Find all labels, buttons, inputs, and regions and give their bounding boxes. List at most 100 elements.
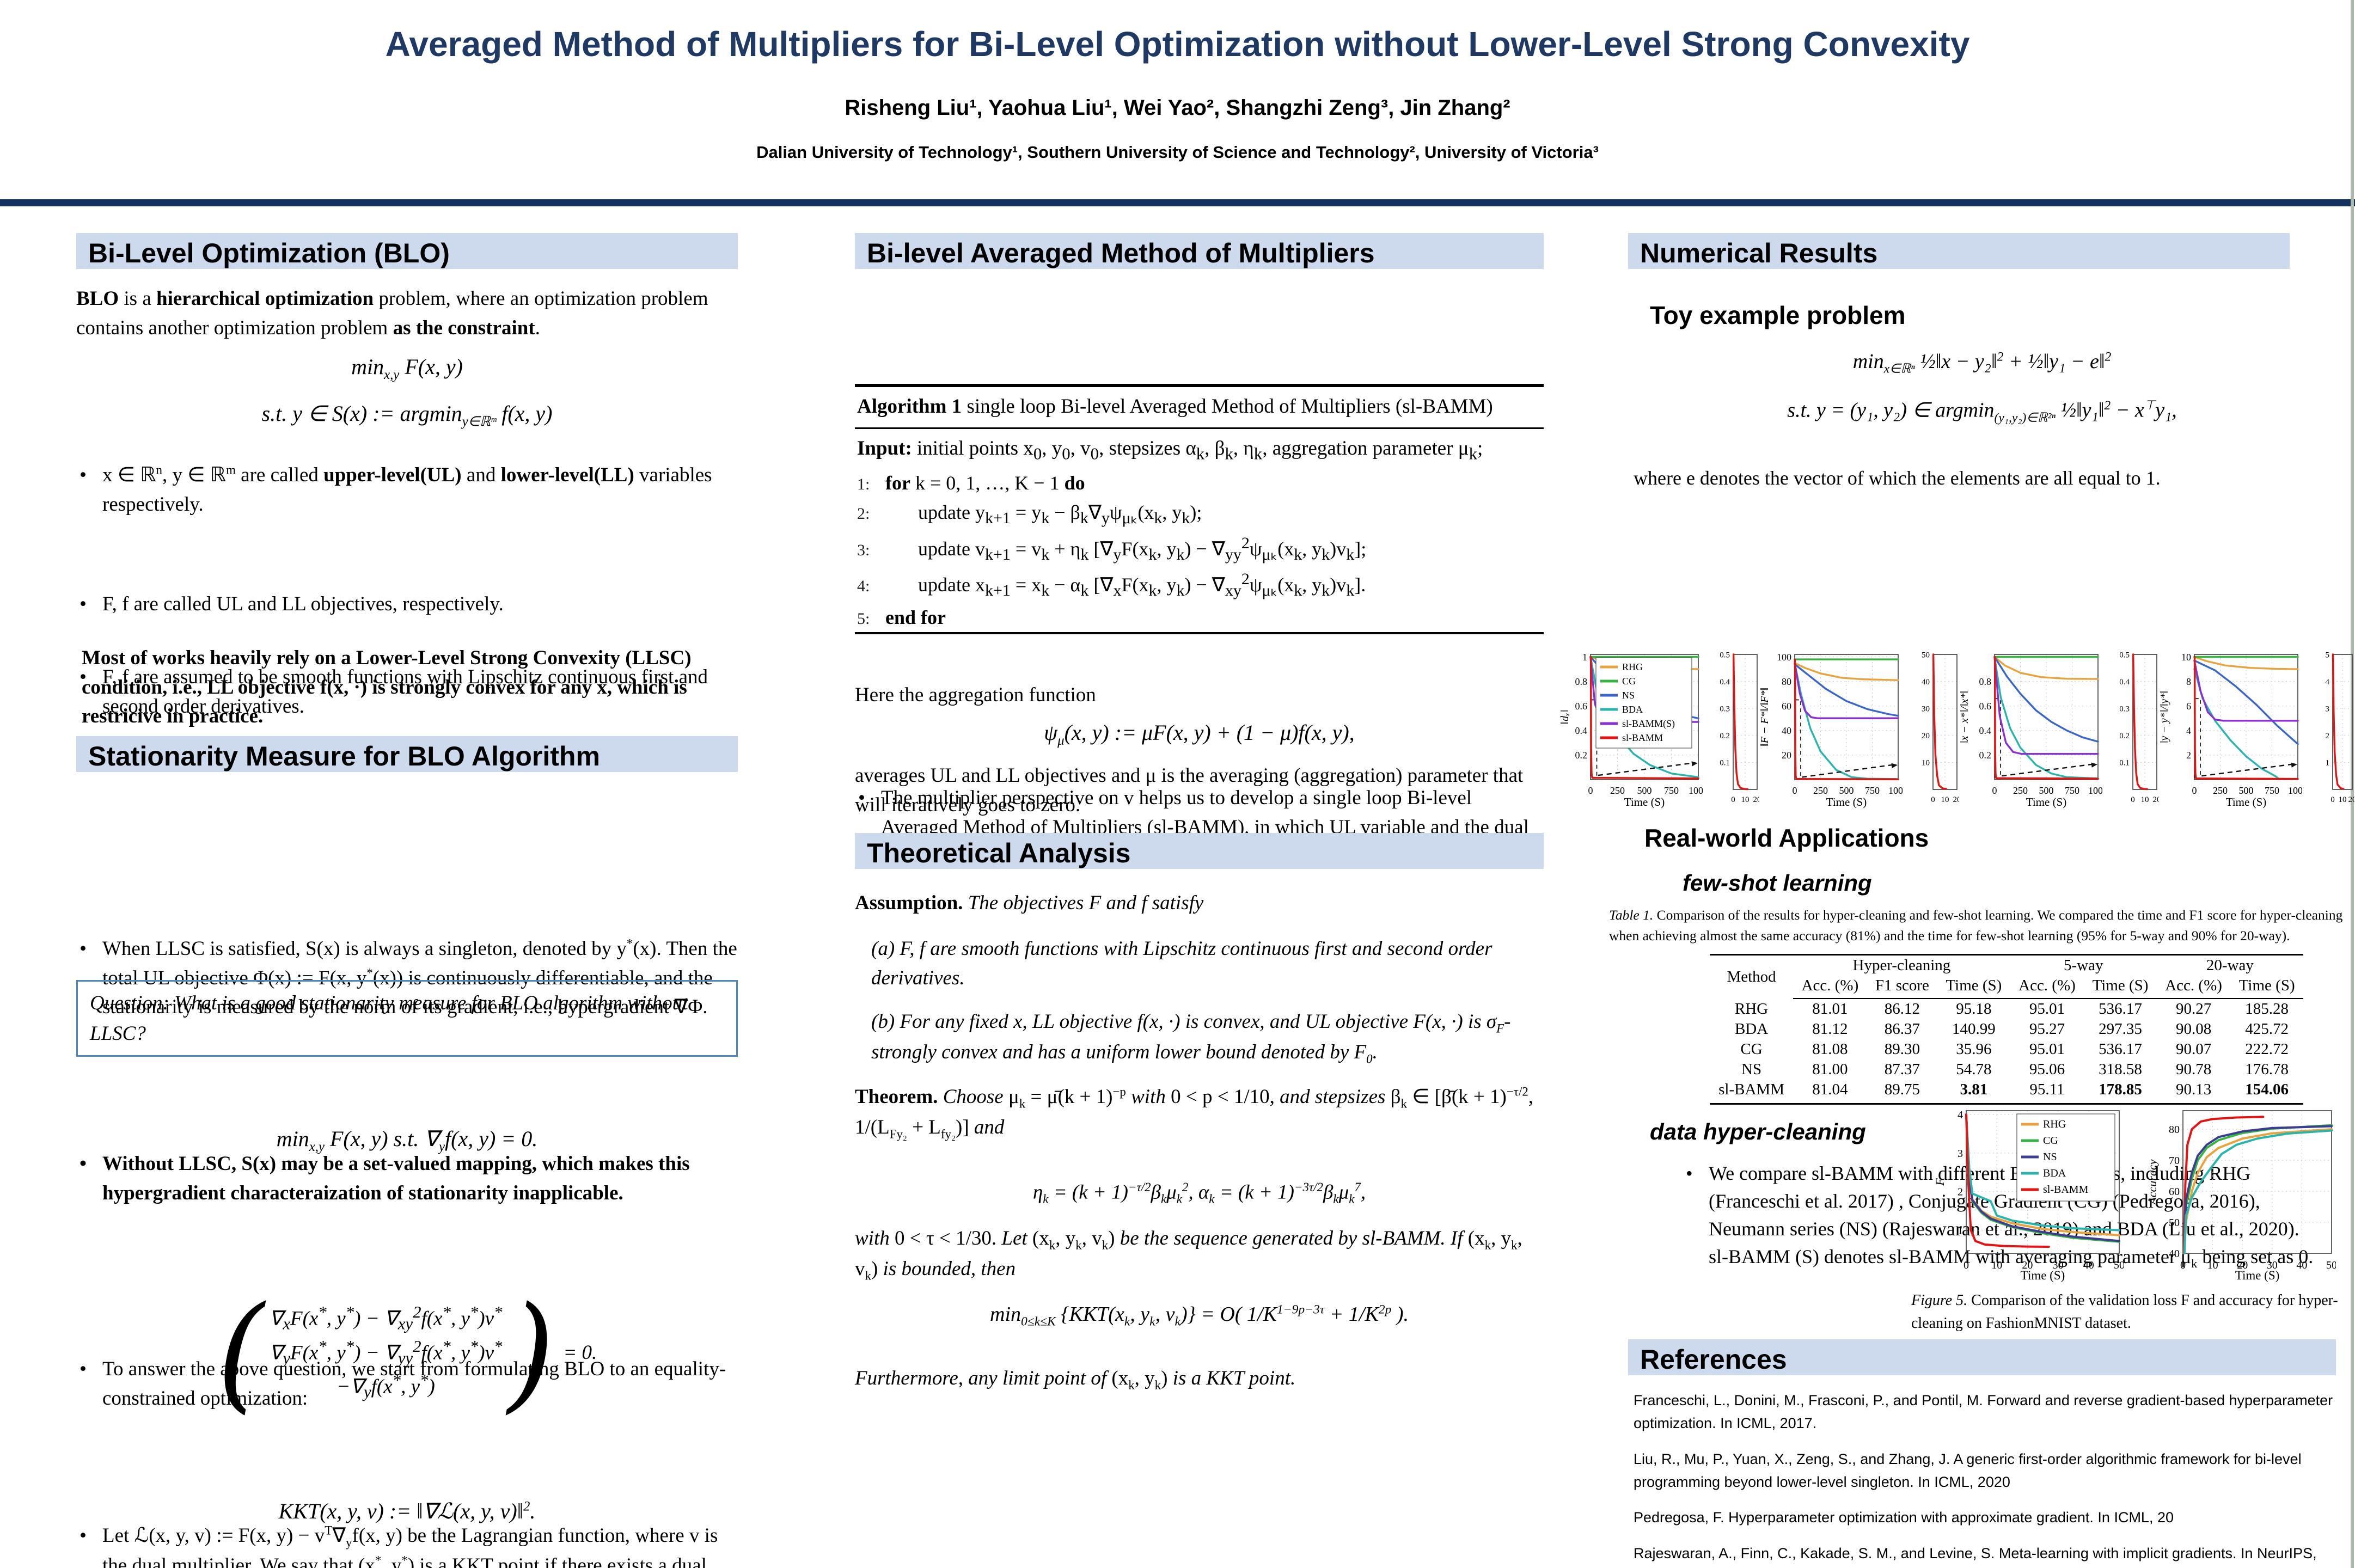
svg-text:0: 0 xyxy=(1963,1259,1969,1271)
svg-text:‖x − x*‖/‖x*‖: ‖x − x*‖/‖x*‖ xyxy=(1960,690,1971,744)
svg-text:0.4: 0.4 xyxy=(1575,725,1588,736)
section-heading-stationarity: Stationarity Measure for BLO Algorithm xyxy=(76,736,738,772)
table-cell: 54.78 xyxy=(1956,1061,1992,1078)
toy-compare-bullet: We compare sl-BAMM with different BLO me… xyxy=(1683,1160,2320,1272)
toy-plot-dx-inset: 0 10 20 0.1 0.2 0.3 0.4 0.5 xyxy=(1709,649,1761,811)
svg-text:70: 70 xyxy=(2169,1155,2180,1167)
table-cell: 178.85 xyxy=(2084,1080,2157,1105)
svg-text:0: 0 xyxy=(1931,795,1935,804)
svg-text:4: 4 xyxy=(2326,678,2330,687)
reference-item: Rajeswaran, A., Finn, C., Kakade, S. M.,… xyxy=(1634,1545,2317,1562)
algorithm-line: 3: update vk+1 = vk + ηk [∇yF(xk, yk) − ∇… xyxy=(857,534,1367,564)
table-subheader: Acc. (%) xyxy=(2010,976,2084,999)
stationarity-bullet-formulate: To answer the above question, we start f… xyxy=(76,1355,738,1413)
results-table: Method Hyper-cleaning 5-way 20-way Acc. (%) F… xyxy=(1710,954,2303,1105)
svg-text:0.5: 0.5 xyxy=(1720,651,1730,659)
svg-text:250: 250 xyxy=(1813,785,1828,796)
svg-text:Time (S): Time (S) xyxy=(2226,795,2267,808)
poster-title: Averaged Method of Multipliers for Bi-Le… xyxy=(385,24,1970,64)
svg-text:50: 50 xyxy=(2114,1259,2124,1271)
svg-text:20: 20 xyxy=(1782,750,1791,761)
table-group: 20-way xyxy=(2156,954,2303,976)
svg-text:CG: CG xyxy=(1622,676,1636,687)
table-cell: 81.08 xyxy=(1812,1040,1848,1058)
svg-text:750: 750 xyxy=(2065,785,2079,796)
svg-text:50: 50 xyxy=(2326,1259,2336,1271)
svg-text:NS: NS xyxy=(1622,690,1635,701)
equality-constrained-math: minx,y F(x, y) s.t. ∇yf(x, y) = 0. xyxy=(276,1126,538,1154)
table-cell: 95.01 xyxy=(2029,1040,2065,1058)
svg-text:‖F − F*‖/‖F*‖: ‖F − F*‖/‖F*‖ xyxy=(1760,688,1771,746)
svg-text:100: 100 xyxy=(1777,652,1791,663)
algorithm-input: Input: initial points x0, y0, v0, stepsi… xyxy=(857,437,1483,463)
table-col-method: Method xyxy=(1710,954,1794,999)
blo-math-st: s.t. y ∈ S(x) := argminy∈ℝᵐ f(x, y) xyxy=(261,401,553,429)
kkt-residual-math: KKT(x, y, v) := ‖∇ℒ(x, y, v)‖2. xyxy=(278,1499,536,1523)
svg-text:750: 750 xyxy=(2265,785,2279,796)
table-cell: 87.37 xyxy=(1884,1061,1920,1078)
svg-text:30: 30 xyxy=(2267,1259,2278,1271)
table-cell: 154.06 xyxy=(2230,1080,2303,1105)
svg-text:sl-BAMM: sl-BAMM xyxy=(2043,1184,2089,1196)
svg-text:sl-BAMM(S): sl-BAMM(S) xyxy=(1622,718,1675,730)
table-cell: 297.35 xyxy=(2099,1020,2142,1038)
table-cell: RHG xyxy=(1734,1000,1769,1018)
kkt-matrix: ( ∇xF(x*, y*) − ∇xy2f(x*, y*)v* ∇yF(x*, … xyxy=(76,1290,738,1416)
svg-text:0.6: 0.6 xyxy=(1575,701,1588,712)
table-cell: 90.27 xyxy=(2175,1000,2212,1018)
table-cell: 86.37 xyxy=(1884,1020,1920,1038)
svg-text:0.3: 0.3 xyxy=(2119,705,2130,713)
svg-text:3: 3 xyxy=(1958,1148,1963,1160)
svg-text:Time (S): Time (S) xyxy=(1624,795,1665,808)
table-subheader: Time (S) xyxy=(2084,976,2157,999)
table-cell: 89.75 xyxy=(1867,1080,1938,1105)
table-caption: Table 1. Comparison of the results for h… xyxy=(1609,907,2343,944)
table-cell: CG xyxy=(1740,1040,1763,1058)
table-cell: 81.01 xyxy=(1812,1000,1848,1018)
table-cell: 89.30 xyxy=(1884,1040,1920,1058)
svg-text:0: 0 xyxy=(1731,795,1735,804)
assumption-line: Assumption. The objectives F and f satis… xyxy=(855,889,1544,918)
svg-text:1: 1 xyxy=(1582,652,1587,663)
svg-text:500: 500 xyxy=(2239,785,2254,796)
table-cell: 90.13 xyxy=(2156,1080,2231,1105)
svg-text:0.4: 0.4 xyxy=(1979,725,1992,736)
toy-plot-f-inset: 0 10 20 10 20 30 40 50 xyxy=(1909,649,1961,811)
table-cell: 81.12 xyxy=(1812,1020,1848,1038)
algorithm-line: 4: update xk+1 = xk − αk [∇xF(xk, yk) − ∇… xyxy=(857,570,1366,600)
svg-text:250: 250 xyxy=(2213,785,2228,796)
svg-text:BDA: BDA xyxy=(2043,1167,2066,1179)
section-heading-theory: Theoretical Analysis xyxy=(855,833,1544,869)
svg-text:0.1: 0.1 xyxy=(2119,759,2130,768)
stationarity-bullet-setvalued: Without LLSC, S(x) may be a set-valued m… xyxy=(76,1149,738,1208)
table-cell: 3.81 xyxy=(1937,1080,2010,1105)
svg-text:NS: NS xyxy=(2043,1151,2057,1163)
svg-text:Time (S): Time (S) xyxy=(2021,1269,2065,1282)
svg-text:‖y − y*‖/‖y*‖: ‖y − y*‖/‖y*‖ xyxy=(2160,690,2170,744)
svg-text:0: 0 xyxy=(2131,795,2135,804)
svg-text:2: 2 xyxy=(2326,732,2330,740)
svg-text:80: 80 xyxy=(2169,1124,2180,1136)
svg-text:250: 250 xyxy=(1610,785,1625,796)
toy-where: where e denotes the vector of which the … xyxy=(1634,467,2161,489)
svg-text:40: 40 xyxy=(2169,1248,2180,1260)
aggregation-note: averages UL and LL objectives and μ is t… xyxy=(855,764,1524,816)
svg-text:F: F xyxy=(1936,1178,1947,1186)
svg-text:0.2: 0.2 xyxy=(1979,750,1992,761)
svg-text:0.2: 0.2 xyxy=(1720,732,1730,740)
svg-text:50: 50 xyxy=(1922,651,1930,659)
theorem-rate: min0≤k≤K {KKT(xk, yk, vk)} = O( 1/K1−9p−… xyxy=(990,1302,1409,1329)
table-cell: 90.78 xyxy=(2175,1061,2212,1078)
svg-text:0: 0 xyxy=(2180,1259,2186,1271)
matrix-row-2: ∇yF(x*, y*) − ∇yy2f(x*, y*)v* xyxy=(269,1337,503,1368)
svg-text:10: 10 xyxy=(2339,795,2347,804)
svg-text:0.2: 0.2 xyxy=(1575,750,1588,761)
svg-text:10: 10 xyxy=(1741,795,1750,804)
header-rule xyxy=(0,199,2355,206)
svg-text:20: 20 xyxy=(2348,795,2355,804)
svg-text:2: 2 xyxy=(1958,1186,1963,1198)
svg-text:30: 30 xyxy=(1922,705,1930,713)
